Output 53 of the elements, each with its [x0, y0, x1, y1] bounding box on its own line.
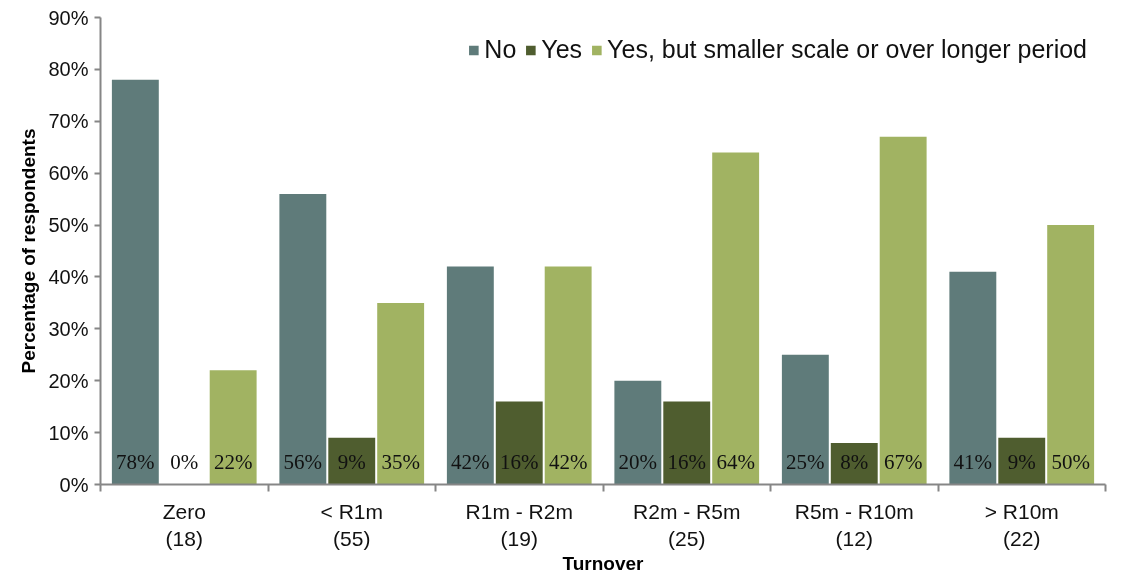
- bar: [209, 370, 257, 485]
- y-tick-label: 50%: [48, 214, 89, 237]
- bar: [446, 266, 494, 485]
- x-tick-label: Zero (18): [162, 499, 206, 551]
- legend-label: Yes: [541, 35, 583, 64]
- y-axis-title: Percentage of respondents: [18, 128, 40, 374]
- y-tick-label: 0%: [59, 473, 89, 496]
- y-tick-label: 90%: [48, 6, 89, 29]
- data-label: 16%: [500, 449, 539, 474]
- bar: [544, 266, 592, 485]
- bar: [879, 136, 927, 485]
- data-label: 25%: [786, 449, 825, 474]
- y-tick-label: 60%: [48, 162, 89, 185]
- data-label: 64%: [716, 449, 755, 474]
- bar: [614, 380, 662, 485]
- data-label: 35%: [381, 449, 420, 474]
- data-label: 67%: [883, 449, 923, 474]
- legend-label: Yes, but smaller scale or over longer period: [607, 35, 1087, 64]
- data-label: 16%: [667, 449, 706, 474]
- y-tick-label: 30%: [48, 317, 89, 340]
- x-tick-label: R2m - R5m (25): [633, 499, 741, 551]
- data-label: 56%: [283, 449, 323, 474]
- data-label: 8%: [840, 449, 869, 474]
- bar: [712, 152, 760, 485]
- y-tick-label: 20%: [48, 369, 89, 392]
- data-label: 0%: [170, 449, 199, 474]
- bar: [495, 401, 543, 485]
- data-label: 9%: [337, 449, 366, 474]
- x-tick-label: < R1m (55): [320, 499, 383, 551]
- bar: [111, 79, 159, 485]
- bar: [279, 193, 327, 485]
- y-tick-label: 70%: [48, 110, 89, 133]
- data-label: 22%: [213, 449, 253, 474]
- x-axis-title: Turnover: [562, 553, 645, 575]
- bar: [377, 302, 425, 485]
- x-tick-label: R5m - R10m (12): [794, 499, 914, 551]
- data-label: 9%: [1007, 449, 1036, 474]
- bar: [663, 401, 711, 485]
- data-label: 78%: [116, 449, 155, 474]
- bar: [949, 271, 997, 485]
- bar: [1047, 225, 1095, 485]
- data-label: 42%: [548, 449, 588, 474]
- y-tick-label: 10%: [48, 421, 89, 444]
- legend-label: No: [484, 35, 517, 64]
- bar: [781, 354, 829, 485]
- data-label: 50%: [1051, 449, 1090, 474]
- x-tick-label: R1m - R2m (19): [465, 499, 573, 551]
- data-label: 41%: [953, 449, 993, 474]
- y-tick-label: 80%: [48, 58, 89, 81]
- x-tick-label: > R10m (22): [984, 499, 1059, 551]
- data-label: 20%: [618, 449, 658, 474]
- y-tick-label: 40%: [48, 265, 89, 288]
- data-label: 42%: [451, 449, 490, 474]
